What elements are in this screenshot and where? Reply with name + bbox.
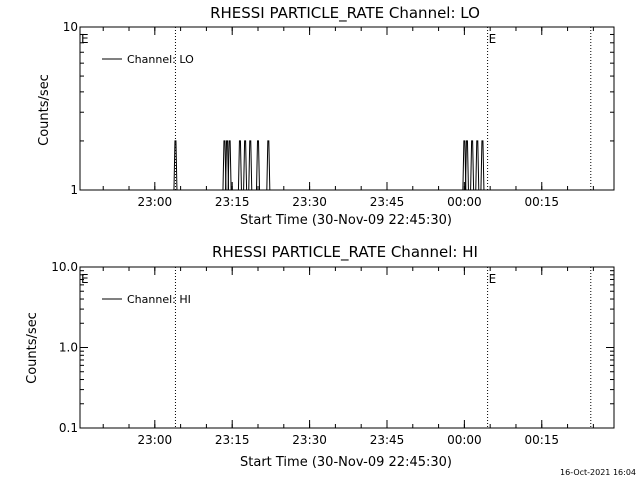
data-spike bbox=[243, 140, 248, 191]
event-marker-label: E bbox=[81, 272, 89, 286]
y-tick-label: 0.1 bbox=[59, 421, 78, 435]
x-tick-label: 23:00 bbox=[138, 433, 173, 447]
plot-frame bbox=[79, 266, 615, 429]
data-spike bbox=[256, 140, 260, 191]
y-tick-label: 1.0 bbox=[59, 341, 78, 355]
data-spike bbox=[462, 140, 467, 191]
data-spike bbox=[173, 140, 178, 191]
plot-hi-ylabel: Counts/sec bbox=[25, 312, 40, 384]
data-spike bbox=[464, 140, 469, 191]
data-spike bbox=[470, 140, 475, 191]
y-tick-label: 10.0 bbox=[51, 260, 78, 274]
data-spike bbox=[222, 140, 227, 191]
x-tick-label: 00:15 bbox=[524, 433, 559, 447]
x-tick-label: 23:45 bbox=[370, 433, 405, 447]
x-tick-label: 00:15 bbox=[524, 195, 559, 209]
event-marker-label: E bbox=[489, 272, 497, 286]
data-spike bbox=[237, 140, 242, 191]
event-marker-label: E bbox=[489, 32, 497, 46]
x-tick-label: 00:00 bbox=[447, 433, 482, 447]
legend-entry: Channel: LO bbox=[127, 53, 194, 66]
y-tick-label: 10 bbox=[63, 20, 78, 34]
x-tick-label: 23:45 bbox=[370, 195, 405, 209]
event-marker-label: E bbox=[81, 32, 89, 46]
data-spike bbox=[248, 140, 253, 191]
data-spike bbox=[266, 140, 271, 191]
x-tick-label: 23:15 bbox=[215, 195, 250, 209]
footer-timestamp: 16-Oct-2021 16:04 bbox=[560, 468, 636, 477]
plot-lo: RHESSI PARTICLE_RATE Channel: LO 23:00 23… bbox=[37, 4, 615, 228]
y-tick-label: 1 bbox=[70, 183, 78, 197]
x-tick-label: 23:15 bbox=[215, 433, 250, 447]
plot-lo-title: RHESSI PARTICLE_RATE Channel: LO bbox=[210, 4, 480, 23]
data-spike bbox=[227, 140, 232, 191]
plot-lo-ylabel: Counts/sec bbox=[37, 74, 52, 146]
x-tick-label: 23:00 bbox=[138, 195, 173, 209]
plot-frame bbox=[79, 26, 615, 191]
x-tick-label: 00:00 bbox=[447, 195, 482, 209]
data-spike bbox=[225, 140, 230, 191]
data-spike bbox=[475, 140, 480, 191]
plot-hi-xlabel: Start Time (30-Nov-09 22:45:30) bbox=[240, 455, 452, 470]
plot-lo-xlabel: Start Time (30-Nov-09 22:45:30) bbox=[240, 213, 452, 228]
data-spike bbox=[480, 140, 485, 191]
plot-hi: RHESSI PARTICLE_RATE Channel: HI 23:00 23… bbox=[25, 243, 615, 470]
x-tick-label: 23:30 bbox=[292, 433, 327, 447]
legend-entry: Channel: HI bbox=[127, 293, 191, 306]
plot-hi-title: RHESSI PARTICLE_RATE Channel: HI bbox=[212, 243, 478, 262]
x-tick-label: 23:30 bbox=[292, 195, 327, 209]
